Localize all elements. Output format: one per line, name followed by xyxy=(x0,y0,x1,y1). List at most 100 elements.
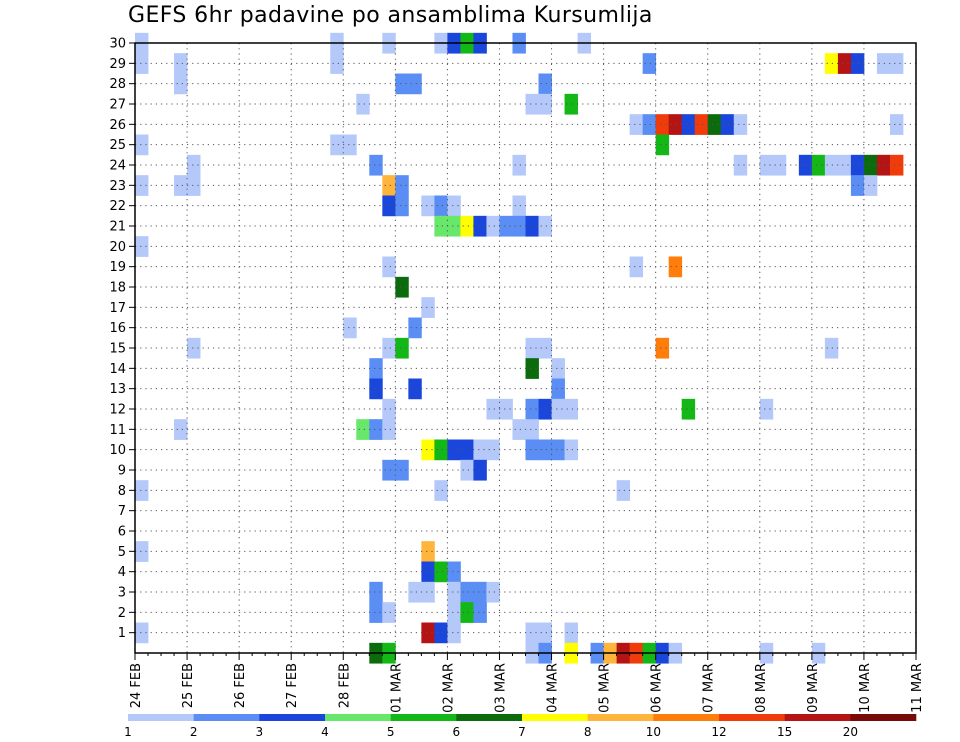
heatmap-cell xyxy=(759,154,774,176)
heatmap-cell xyxy=(850,53,865,74)
heatmap-cell xyxy=(473,581,487,603)
heatmap-cell xyxy=(460,215,474,237)
heatmap-cell xyxy=(512,195,526,217)
heatmap-cell xyxy=(135,236,149,257)
legend-swatch xyxy=(325,714,391,721)
legend-label: 5 xyxy=(387,725,395,739)
heatmap-cell xyxy=(369,378,383,400)
heatmap-cell xyxy=(655,337,670,359)
y-tick-label: 14 xyxy=(109,362,126,377)
heatmap-cell xyxy=(135,480,149,501)
heatmap-cell xyxy=(551,358,565,379)
heatmap-cell xyxy=(564,398,578,420)
heatmap-cell xyxy=(837,154,852,176)
x-tick-label: 04 MAR xyxy=(546,663,561,713)
heatmap-cell xyxy=(499,215,513,237)
legend-label: 6 xyxy=(453,725,461,739)
y-tick-label: 22 xyxy=(109,199,126,214)
heatmap-cell xyxy=(733,114,748,135)
y-tick-label: 5 xyxy=(118,545,126,560)
heatmap-cell xyxy=(447,561,461,583)
heatmap-cell xyxy=(382,419,396,440)
x-axis: 24 FEB 25 FEB 26 FEB 27 FEB 28 FEB 01 MAR 02 M… xyxy=(129,653,925,713)
heatmap-cell xyxy=(538,215,552,237)
heatmap-cell xyxy=(850,154,865,176)
heatmap-cell xyxy=(668,114,683,135)
heatmap-cell xyxy=(525,419,539,440)
heatmap-cell xyxy=(486,398,500,420)
heatmap-cell xyxy=(525,215,539,237)
heatmap-cell xyxy=(889,154,904,176)
y-tick-label: 28 xyxy=(109,77,126,92)
heatmap-cell xyxy=(629,114,644,135)
heatmap-cell xyxy=(421,439,435,461)
heatmap-cell xyxy=(538,337,552,359)
heatmap-cell xyxy=(512,419,526,440)
x-tick-label: 11 MAR xyxy=(910,663,925,713)
y-tick-label: 8 xyxy=(118,484,126,499)
heatmap-cell xyxy=(135,622,149,644)
heatmap-cell xyxy=(694,114,709,135)
y-tick-label: 26 xyxy=(109,118,126,133)
heatmap-cell xyxy=(395,195,409,217)
heatmap-cell xyxy=(460,459,474,481)
heatmap-cell xyxy=(876,154,891,176)
heatmap-cell xyxy=(382,459,396,481)
heatmap-cell xyxy=(525,398,539,420)
heatmap-cell xyxy=(863,154,878,176)
y-tick-label: 13 xyxy=(109,382,126,397)
x-tick-label: 07 MAR xyxy=(702,663,717,713)
heatmap-cell xyxy=(876,53,891,74)
heatmap-cell xyxy=(187,175,201,196)
legend-swatch xyxy=(719,714,785,721)
heatmap-cell xyxy=(525,93,539,115)
legend-label: 2 xyxy=(190,725,198,739)
legend-swatch xyxy=(193,714,260,721)
heatmap-cell xyxy=(473,439,487,461)
heatmap-cell xyxy=(616,480,631,501)
heatmap-cell xyxy=(135,134,149,156)
heatmap-cell xyxy=(473,602,487,623)
heatmap-cell xyxy=(824,53,839,74)
y-tick-label: 30 xyxy=(109,37,126,52)
heatmap-cell xyxy=(421,195,435,217)
heatmap-cell xyxy=(408,73,422,95)
legend-swatch xyxy=(128,714,194,721)
x-tick-label: 25 FEB xyxy=(181,663,196,708)
heatmap-cell xyxy=(434,561,448,583)
heatmap-cell xyxy=(499,398,513,420)
heatmap-cell xyxy=(551,398,565,420)
x-tick-label: 02 MAR xyxy=(441,663,456,713)
heatmap-cell xyxy=(187,154,201,176)
heatmap-cell xyxy=(811,154,826,176)
heatmap-cell xyxy=(434,439,448,461)
y-tick-label: 11 xyxy=(109,423,126,438)
heatmap-cell xyxy=(668,256,683,278)
heatmap-cell xyxy=(330,53,344,74)
legend-label: 15 xyxy=(777,725,792,739)
y-tick-label: 4 xyxy=(118,565,126,580)
legend-label: 4 xyxy=(321,725,329,739)
heatmap-cell xyxy=(564,93,578,115)
heatmap-cell xyxy=(421,297,435,318)
heatmap-cell xyxy=(473,459,487,481)
heatmap-cell xyxy=(408,317,422,339)
heatmap-cell xyxy=(629,256,644,278)
heatmap-cell xyxy=(772,154,787,176)
heatmap-cell xyxy=(551,439,565,461)
heatmap-cell xyxy=(395,459,409,481)
heatmap-cell xyxy=(421,541,435,562)
heatmap-cell xyxy=(642,114,657,135)
heatmap-cell xyxy=(525,358,539,379)
heatmap-cell xyxy=(486,439,500,461)
y-axis: 1234567891011121314151617181920212223242… xyxy=(109,37,135,641)
legend-label: 8 xyxy=(584,725,592,739)
legend-swatch xyxy=(587,714,654,721)
heatmap-cell xyxy=(421,622,435,644)
heatmap-cell xyxy=(421,581,435,603)
y-tick-label: 6 xyxy=(118,525,126,540)
heatmap-cell xyxy=(369,154,383,176)
heatmap-cell xyxy=(681,398,696,420)
heatmap-cell xyxy=(343,317,357,339)
heatmap-cell xyxy=(369,358,383,379)
